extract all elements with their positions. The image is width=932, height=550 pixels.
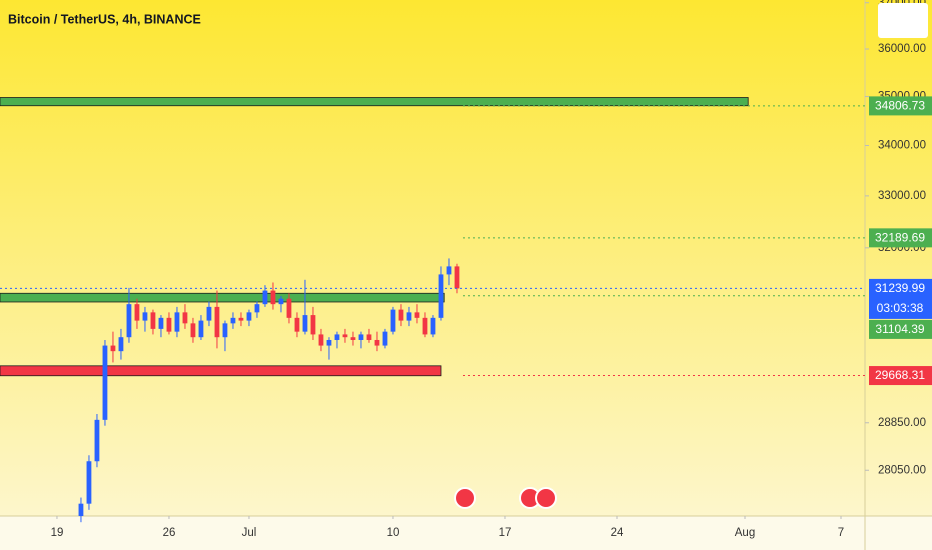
candle-body (406, 312, 412, 321)
y-tick-label: 34000.00 (878, 140, 926, 152)
candle-body (230, 317, 236, 324)
price-label: 31104.39 (875, 322, 924, 336)
candle-body (246, 312, 252, 321)
x-tick-label: 10 (387, 527, 400, 539)
candle-body (78, 503, 84, 516)
candle-body (294, 317, 300, 332)
candle-body (166, 317, 172, 332)
y-tick-label: 33000.00 (878, 190, 926, 202)
candle-body (278, 298, 284, 305)
candle-body (446, 266, 452, 275)
candle-body (150, 312, 156, 329)
candle-body (174, 312, 180, 332)
x-tick-label: 7 (838, 527, 844, 539)
candle-body (238, 317, 244, 321)
x-tick-label: 17 (499, 527, 512, 539)
candle-body (102, 345, 108, 420)
x-tick-label: 24 (611, 527, 624, 539)
price-label-bg (869, 228, 932, 248)
candle-body (366, 334, 372, 340)
price-label-bg (869, 366, 932, 386)
price-label: 34806.73 (875, 99, 925, 113)
zone (0, 97, 749, 107)
price-label: 29668.31 (875, 368, 925, 382)
candle-body (422, 317, 428, 335)
candle-body (390, 309, 396, 332)
candle-body (414, 312, 420, 318)
candle-body (182, 312, 188, 324)
candle-body (342, 334, 348, 338)
candle-body (302, 315, 308, 332)
price-label: 32189.69 (875, 231, 925, 245)
zone (0, 365, 442, 377)
candle-body (190, 323, 196, 338)
candle-body (214, 306, 220, 338)
candle-body (158, 317, 164, 329)
candle-body (310, 315, 316, 335)
candle-body (118, 337, 124, 352)
price-label-bg (869, 278, 932, 319)
event-flag[interactable] (454, 487, 476, 509)
price-label-bg (869, 319, 932, 339)
candle-body (86, 461, 92, 504)
candle-body (262, 290, 268, 305)
candle-body (94, 419, 100, 462)
candle-body (374, 339, 380, 346)
candle-body (454, 266, 460, 289)
candle-body (110, 345, 116, 352)
x-tick-label: Jul (242, 527, 257, 539)
candle-body (198, 320, 204, 338)
countdown: 03:03:38 (877, 301, 924, 315)
candle-body (438, 274, 444, 318)
candle-body (286, 298, 292, 318)
overlay: 34806.73 32189.69 31239.99 03:03:38 31104.39… (869, 96, 932, 386)
x-tick-label: 19 (51, 527, 64, 539)
candle-body (142, 312, 148, 321)
candle-body (358, 334, 364, 340)
price-label-bg (869, 96, 932, 116)
x-tick-label: Aug (735, 527, 755, 539)
candle-body (270, 290, 276, 305)
candle-body (430, 317, 436, 335)
y-tick-label: 28850.00 (878, 417, 926, 429)
candle-body (126, 304, 132, 338)
toolbar-box[interactable] (878, 3, 928, 38)
candle-body (382, 331, 388, 346)
candle-body (206, 306, 212, 321)
time-axis-bg (0, 516, 932, 550)
candle-body (318, 334, 324, 346)
candle-body (398, 309, 404, 321)
candle-body (326, 339, 332, 346)
zone (0, 292, 445, 303)
candle-body (334, 334, 340, 340)
candle-body (350, 337, 356, 340)
candle-body (134, 304, 140, 321)
event-icons (454, 487, 557, 509)
x-tick-label: 26 (163, 527, 176, 539)
candle-body (254, 304, 260, 313)
price-label: 31239.99 (875, 281, 925, 295)
event-flag[interactable] (535, 487, 557, 509)
y-tick-label: 28050.00 (878, 464, 926, 476)
candle-body (222, 323, 228, 338)
chart-title: Bitcoin / TetherUS, 4h, BINANCE (8, 12, 201, 26)
y-tick-label: 36000.00 (878, 43, 926, 55)
